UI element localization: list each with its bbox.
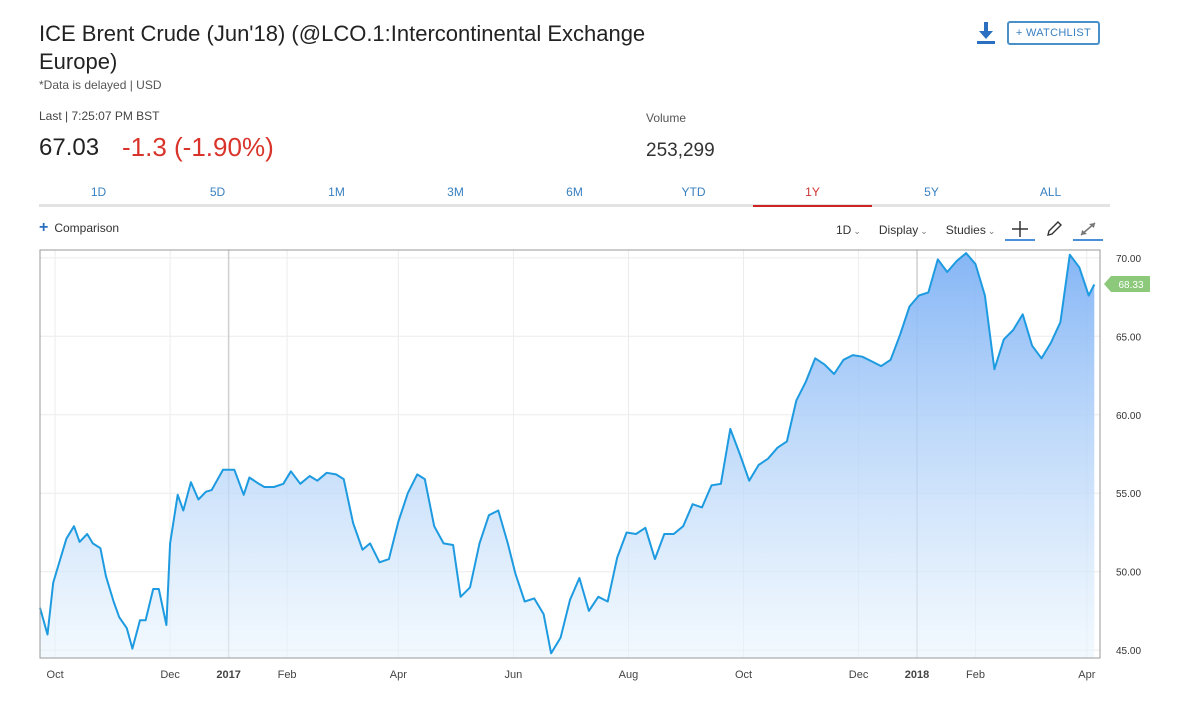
y-tick-label: 65.00 xyxy=(1116,332,1141,343)
last-price-badge: 68.33 xyxy=(1104,276,1150,293)
chevron-down-icon: ⌄ xyxy=(987,226,996,236)
draw-button[interactable] xyxy=(1039,219,1069,241)
chart-toolbar: 1D ⌄ Display ⌄ Studies ⌄ xyxy=(836,219,1104,241)
price-chart[interactable]: 45.00 50.00 55.00 60.00 65.00 70.00 Oct Dec 201… xyxy=(0,240,1200,690)
interval-dropdown[interactable]: 1D ⌄ xyxy=(836,223,861,237)
studies-label: Studies xyxy=(945,223,986,237)
last-price-badge-label: 68.33 xyxy=(1118,280,1143,291)
y-tick-label: 60.00 xyxy=(1116,411,1141,422)
x-tick-label: Oct xyxy=(735,669,752,681)
page-title: ICE Brent Crude (Jun'18) (@LCO.1:Interco… xyxy=(39,21,646,74)
y-tick-label: 55.00 xyxy=(1116,489,1141,500)
chevron-down-icon: ⌄ xyxy=(853,226,861,236)
pencil-icon xyxy=(1047,221,1063,236)
x-tick-label: Feb xyxy=(966,669,985,681)
x-tick-label: Dec xyxy=(849,669,869,681)
tab-6m[interactable]: 6M xyxy=(566,185,583,199)
tab-1m[interactable]: 1M xyxy=(328,185,345,199)
studies-dropdown[interactable]: Studies ⌄ xyxy=(946,223,996,237)
x-tick-label: Oct xyxy=(47,669,64,681)
y-tick-label: 45.00 xyxy=(1116,646,1141,657)
tab-ytd[interactable]: YTD xyxy=(681,185,706,199)
price-area xyxy=(40,253,1095,658)
tab-3m[interactable]: 3M xyxy=(447,185,464,199)
x-tick-label: 2018 xyxy=(905,669,929,681)
download-icon[interactable] xyxy=(975,21,997,45)
tab-5y[interactable]: 5Y xyxy=(924,185,939,199)
comparison-label: Comparison xyxy=(54,221,120,235)
plot-frame xyxy=(39,249,1101,659)
tab-1y[interactable]: 1Y xyxy=(753,180,872,207)
x-tick-label: Aug xyxy=(619,669,639,681)
x-axis: Oct Dec 2017 Feb Apr Jun Aug Oct Dec 2018 Feb Apr xyxy=(47,669,1096,681)
tab-1d[interactable]: 1D xyxy=(90,185,107,199)
watchlist-button[interactable]: + WATCHLIST xyxy=(1006,21,1100,45)
crosshair-button[interactable] xyxy=(1005,219,1036,241)
plus-icon: + xyxy=(39,219,49,236)
chevron-down-icon: ⌄ xyxy=(920,226,928,236)
crosshair-icon xyxy=(1012,221,1029,237)
x-tick-label: Dec xyxy=(160,669,180,681)
x-tick-label: Feb xyxy=(278,669,297,681)
expand-icon xyxy=(1080,222,1096,236)
x-tick-label: Jun xyxy=(505,669,523,681)
x-tick-label: 2017 xyxy=(216,669,240,681)
top-actions: + WATCHLIST xyxy=(975,21,1100,45)
last-trade-label: Last | 7:25:07 PM BST xyxy=(39,109,160,123)
display-label: Display xyxy=(878,223,919,237)
x-tick-label: Apr xyxy=(1078,669,1095,681)
badge-background xyxy=(1104,276,1150,293)
tab-all[interactable]: ALL xyxy=(1039,185,1062,199)
y-tick-label: 50.00 xyxy=(1116,568,1141,579)
data-delay-note: *Data is delayed | USD xyxy=(39,78,162,92)
price-line xyxy=(39,252,1096,655)
price-change: -1.3 (-1.90%) xyxy=(122,132,274,162)
display-dropdown[interactable]: Display ⌄ xyxy=(879,223,928,237)
x-tick-label: Apr xyxy=(390,669,407,681)
volume-label: Volume xyxy=(646,111,687,125)
y-tick-label: 70.00 xyxy=(1116,254,1141,265)
expand-button[interactable] xyxy=(1073,219,1104,241)
volume-value: 253,299 xyxy=(646,140,715,161)
y-axis: 45.00 50.00 55.00 60.00 65.00 70.00 xyxy=(1116,254,1141,657)
interval-label: 1D xyxy=(836,223,852,237)
last-price: 67.03 xyxy=(39,134,100,161)
tab-5d[interactable]: 5D xyxy=(209,185,226,199)
range-tabs: 1D 5D 1M 3M 6M YTD 1Y 5Y ALL xyxy=(39,180,1110,207)
comparison-button[interactable]: + Comparison xyxy=(39,219,120,236)
